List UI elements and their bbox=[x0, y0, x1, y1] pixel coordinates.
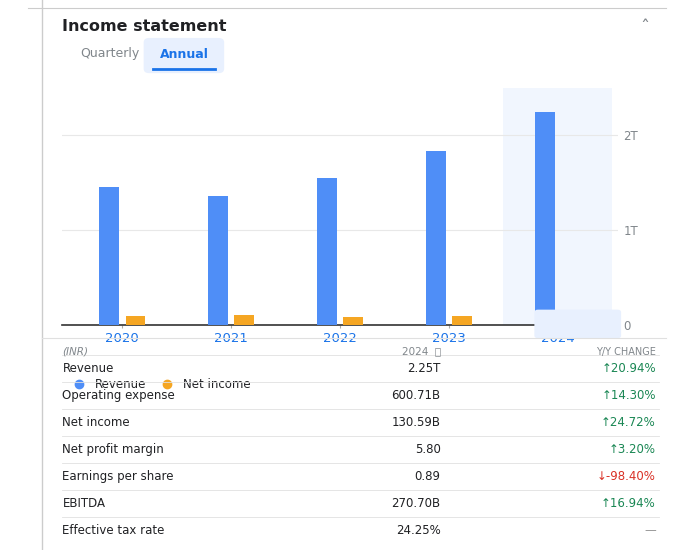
Text: Net profit margin: Net profit margin bbox=[62, 443, 164, 456]
Text: —: — bbox=[644, 525, 656, 537]
Text: Quarterly: Quarterly bbox=[80, 47, 139, 60]
Text: ↑20.94%: ↑20.94% bbox=[601, 362, 656, 375]
Text: 5.80: 5.80 bbox=[415, 443, 441, 456]
Bar bbox=[561, 312, 581, 324]
Text: 2.25T: 2.25T bbox=[407, 362, 441, 375]
Bar bbox=[126, 316, 145, 324]
Bar bbox=[535, 112, 555, 324]
Text: ↓-98.40%: ↓-98.40% bbox=[597, 470, 656, 483]
Bar bbox=[317, 178, 337, 324]
Text: Annual: Annual bbox=[160, 48, 208, 62]
Text: Income statement: Income statement bbox=[62, 19, 227, 34]
Bar bbox=[426, 151, 446, 324]
Text: 2024  ⓘ: 2024 ⓘ bbox=[402, 346, 441, 356]
Bar bbox=[503, 88, 612, 324]
Text: EBITDA: EBITDA bbox=[62, 497, 105, 510]
Text: Revenue: Revenue bbox=[62, 362, 114, 375]
Text: 270.70B: 270.70B bbox=[391, 497, 441, 510]
Text: 0.89: 0.89 bbox=[415, 470, 441, 483]
Text: (INR): (INR) bbox=[62, 346, 88, 356]
Legend: Revenue, Net income: Revenue, Net income bbox=[63, 373, 255, 395]
Text: 600.71B: 600.71B bbox=[391, 389, 441, 402]
Text: Net income: Net income bbox=[62, 416, 130, 429]
Text: ↑24.72%: ↑24.72% bbox=[601, 416, 656, 429]
Text: ↑3.20%: ↑3.20% bbox=[609, 443, 656, 456]
Text: ˆ: ˆ bbox=[640, 19, 649, 37]
Bar bbox=[452, 316, 472, 324]
Text: ↑16.94%: ↑16.94% bbox=[601, 497, 656, 510]
Bar bbox=[235, 315, 254, 324]
Text: 24.25%: 24.25% bbox=[396, 525, 441, 537]
Bar bbox=[344, 317, 363, 324]
Text: 130.59B: 130.59B bbox=[391, 416, 441, 429]
Text: Y/Y CHANGE: Y/Y CHANGE bbox=[596, 346, 656, 356]
Text: ↑14.30%: ↑14.30% bbox=[601, 389, 656, 402]
Text: Operating expense: Operating expense bbox=[62, 389, 175, 402]
Bar bbox=[208, 196, 228, 324]
Text: Earnings per share: Earnings per share bbox=[62, 470, 174, 483]
Text: Effective tax rate: Effective tax rate bbox=[62, 525, 165, 537]
Bar bbox=[99, 188, 119, 324]
